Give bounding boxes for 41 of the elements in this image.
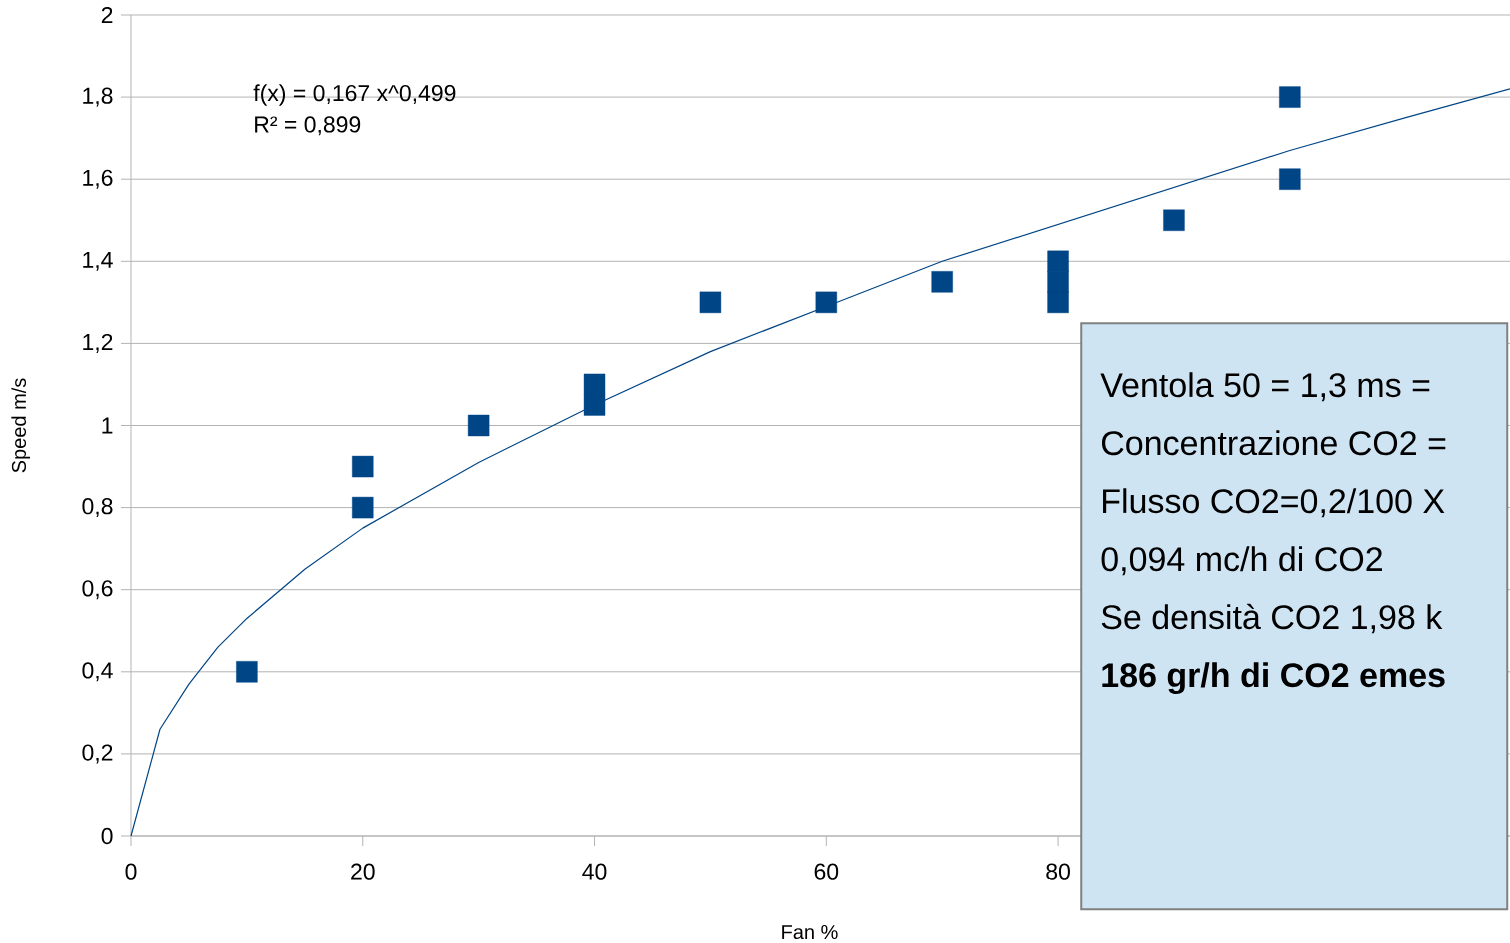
y-tick-label: 1,4 [83,251,113,271]
y-tick-label: 1,8 [83,87,113,107]
y-tick-label: 0,4 [82,662,113,682]
point [352,455,374,478]
y-tick-label: 0,2 [82,744,113,764]
point [1279,168,1301,190]
point [815,291,837,314]
annotation: Flusso CO2=0,2/100 X [1103,488,1445,518]
y-axis-title: Speed m/s [11,378,30,473]
point [352,496,374,519]
x-tick-label: 0 [125,863,137,880]
annotation: 186 gr/h di CO2 emes [1102,662,1445,695]
x-tick-label: 20 [351,863,375,880]
annotation: Concentrazione CO2 = [1101,430,1446,456]
y-tick-label: 0,6 [82,580,113,600]
annotation: Se densità CO2 1,98 k [1101,603,1443,634]
x-tick-label: 80 [1046,863,1070,880]
y-tick-label: 0,8 [82,498,113,518]
point [931,271,953,293]
point [1047,291,1069,314]
y-tick-label: 1,6 [83,169,113,189]
point [236,661,258,683]
point [699,291,722,314]
point [1047,271,1069,293]
x-tick-label: 60 [814,863,839,880]
point [1163,209,1185,231]
point [467,414,490,437]
point [1047,250,1069,272]
y-tick-label: 1 [102,417,113,434]
point [1279,86,1301,108]
x-tick-label: 40 [582,863,607,880]
annotation: R² = 0,899 [255,116,361,136]
annotation: f(x) = 0,167 x^0,499 [253,84,456,106]
x-axis-title: Fan % [782,925,838,940]
point [583,373,606,396]
annotation: Ventola 50 = 1,3 ms = [1100,372,1430,402]
point [583,394,606,416]
y-tick-label: 0 [101,827,113,845]
annotation: 0,094 mc/h di CO2 [1101,546,1382,576]
y-tick-label: 1,2 [83,333,113,353]
y-tick-label: 2 [101,6,113,24]
